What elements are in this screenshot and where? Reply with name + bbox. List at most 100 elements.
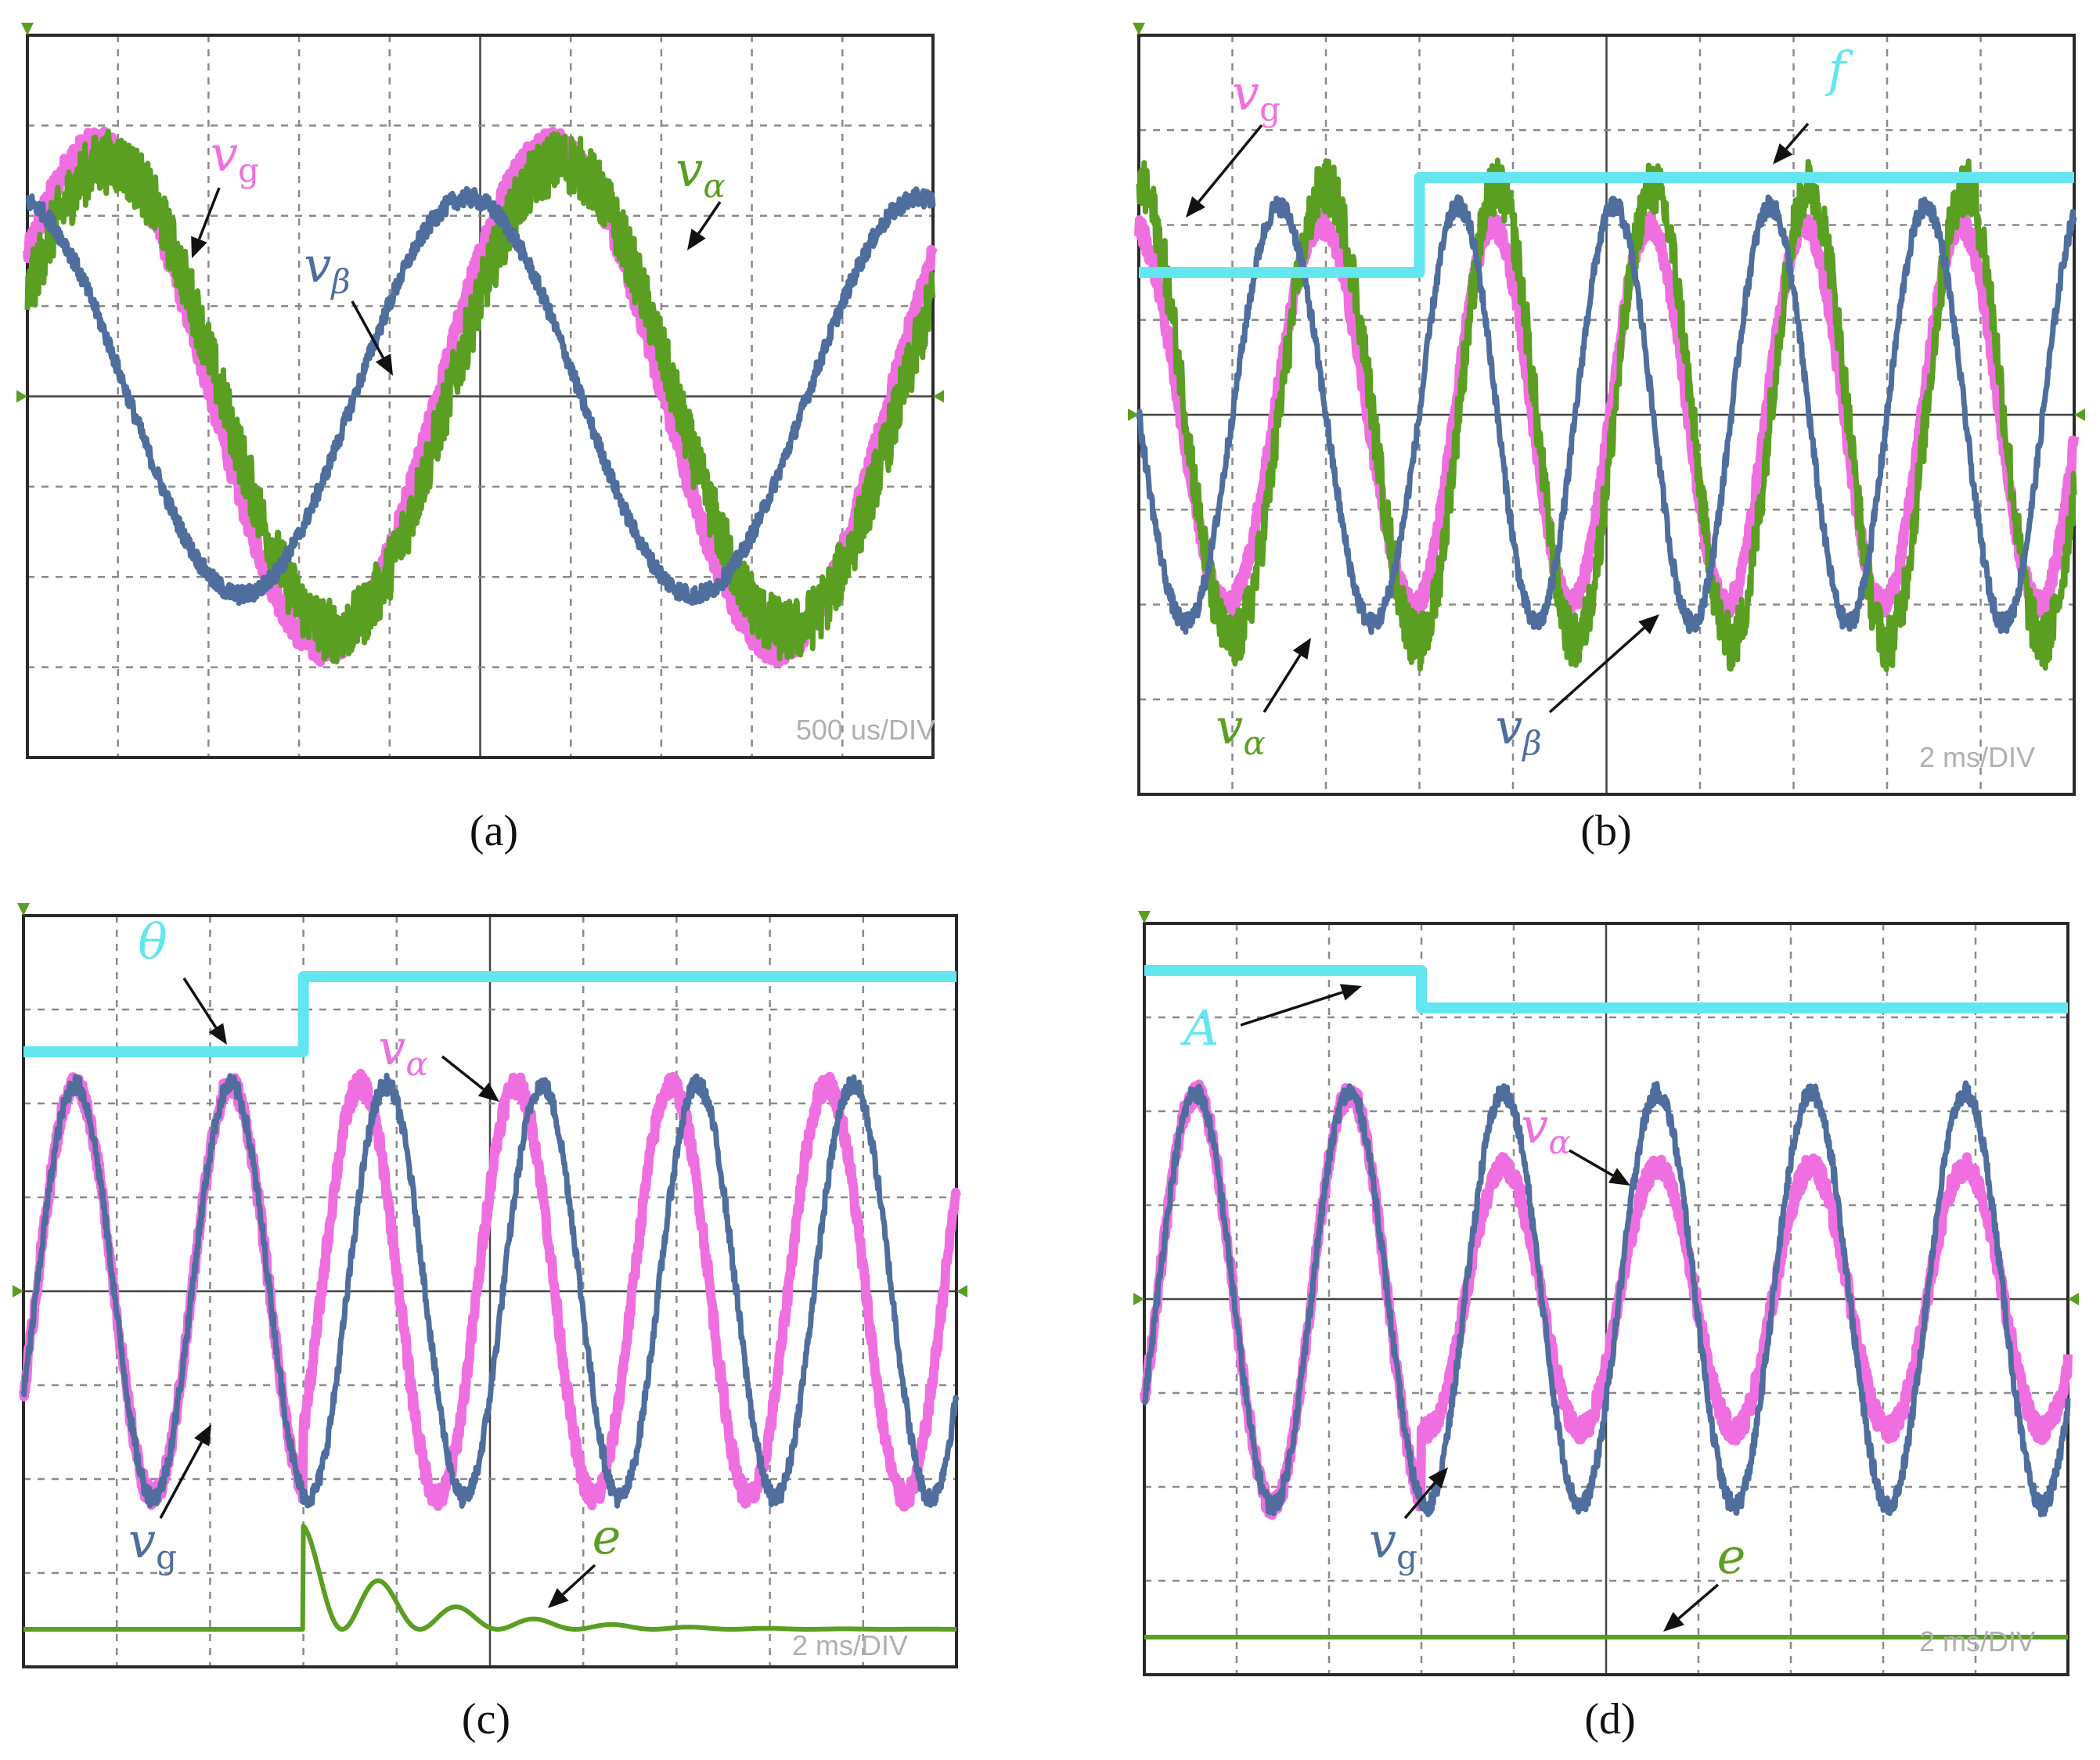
label-arrow — [197, 187, 221, 240]
signal-label: vβ — [304, 236, 350, 301]
label-arrow — [561, 1564, 596, 1596]
trace-e — [21, 1524, 959, 1632]
signal-label-symbol: v — [1216, 698, 1243, 755]
label-arrowhead — [193, 1424, 211, 1447]
label-arrow — [697, 201, 722, 235]
label-arrow — [159, 1441, 204, 1519]
trace-v-beta — [1136, 194, 2077, 635]
timebase-label: 2 ms/DIV — [792, 1629, 908, 1661]
label-arrowhead — [548, 1588, 569, 1608]
label-arrowhead — [208, 1023, 227, 1045]
label-arrowhead — [1428, 1467, 1448, 1488]
label-arrowhead — [1638, 614, 1659, 635]
label-arrow — [182, 977, 218, 1029]
signal-label-subscript: β — [1521, 724, 1541, 762]
trace-A — [1139, 965, 2073, 1013]
panel-b: 2 ms/DIV vg vα vβ f — [1111, 0, 2100, 869]
signal-label: vα — [1521, 1097, 1570, 1161]
label-arrow — [441, 1055, 484, 1091]
label-arrowhead — [1186, 196, 1206, 218]
label-arrowhead — [477, 1082, 499, 1102]
signal-label-subscript: α — [405, 1045, 427, 1083]
grid — [1144, 923, 2068, 1675]
label-arrow — [1240, 991, 1343, 1027]
caption-b: (b) — [1580, 807, 1632, 855]
trigger-marker — [956, 1285, 967, 1298]
label-arrow — [1198, 124, 1263, 203]
timebase-label: 2 ms/DIV — [1919, 1625, 2035, 1657]
trigger-marker — [2074, 409, 2085, 421]
ground-marker — [13, 1285, 23, 1298]
signal-label-symbol: v — [1369, 1512, 1396, 1569]
signal-label: e — [1717, 1528, 1746, 1585]
trace-v-g — [1141, 1080, 2071, 1517]
label-arrow — [1677, 1583, 1720, 1620]
label-arrow — [1548, 627, 1645, 714]
signal-label: e — [593, 1508, 621, 1565]
trace-theta — [18, 971, 962, 1057]
signal-label: vα — [1216, 698, 1265, 762]
label-arrowhead — [1339, 984, 1362, 1001]
signal-label-symbol: v — [1232, 64, 1259, 121]
signal-label: vg — [128, 1512, 177, 1576]
signal-label: vβ — [1495, 698, 1541, 762]
caption-d: (d) — [1584, 1695, 1636, 1744]
label-arrow — [1403, 1481, 1436, 1520]
signal-label-symbol: θ — [138, 913, 167, 970]
trigger-marker — [933, 390, 944, 403]
signal-label-symbol: v — [211, 125, 238, 182]
signal-label: f — [1825, 41, 1854, 98]
panel-a: 500 us/DIV vg vα vβ — [0, 0, 1018, 869]
label-arrow — [1569, 1149, 1614, 1177]
panel-c: 2 ms/DIV vα vg θ e — [0, 884, 1018, 1690]
label-arrowhead — [1292, 638, 1311, 660]
ground-marker — [1128, 409, 1139, 421]
label-arrowhead — [1663, 1611, 1684, 1632]
timebase-label: 2 ms/DIV — [1919, 741, 2035, 773]
caption-c: (c) — [461, 1695, 511, 1744]
label-arrowhead — [191, 236, 207, 258]
label-arrowhead — [1608, 1168, 1630, 1186]
signal-label: vg — [211, 125, 259, 189]
trigger-position-marker — [17, 903, 30, 916]
signal-label-subscript: α — [703, 167, 725, 205]
signal-label-symbol: e — [1717, 1528, 1746, 1585]
ground-marker — [1133, 1293, 1144, 1305]
signal-label-symbol: v — [128, 1512, 156, 1569]
signal-label-subscript: α — [1243, 724, 1265, 762]
label-arrow — [1785, 122, 1810, 150]
trace-v-g — [20, 1072, 960, 1509]
trace-f — [1133, 171, 2080, 279]
signal-label: vα — [675, 141, 725, 205]
signal-label: vα — [378, 1019, 427, 1083]
signal-label-subscript: g — [1396, 1538, 1417, 1576]
signal-label-subscript: α — [1548, 1123, 1570, 1161]
signal-label-subscript: β — [330, 262, 350, 301]
signal-label-subscript: g — [238, 151, 259, 189]
signal-label-subscript: g — [156, 1538, 177, 1576]
label-arrow — [351, 301, 385, 359]
signal-label: vg — [1369, 1512, 1417, 1576]
signal-label-subscript: g — [1259, 90, 1281, 128]
signal-label: vg — [1232, 64, 1281, 128]
signal-label-symbol: v — [304, 236, 331, 293]
trace-v-alpha — [24, 128, 936, 664]
label-arrow — [1263, 654, 1302, 713]
signal-label-symbol: f — [1825, 41, 1854, 98]
signal-label-symbol: v — [675, 141, 703, 198]
trigger-position-marker — [1133, 23, 1145, 35]
signal-label: θ — [138, 913, 167, 970]
label-arrowhead — [687, 229, 706, 250]
signal-label-symbol: v — [1521, 1097, 1548, 1154]
ground-marker — [16, 390, 27, 403]
label-arrowhead — [375, 353, 393, 376]
trace-v-beta — [25, 185, 936, 606]
signal-label-symbol: v — [1495, 698, 1522, 755]
signal-label-symbol: v — [378, 1019, 405, 1076]
signal-label-symbol: A — [1180, 999, 1219, 1056]
